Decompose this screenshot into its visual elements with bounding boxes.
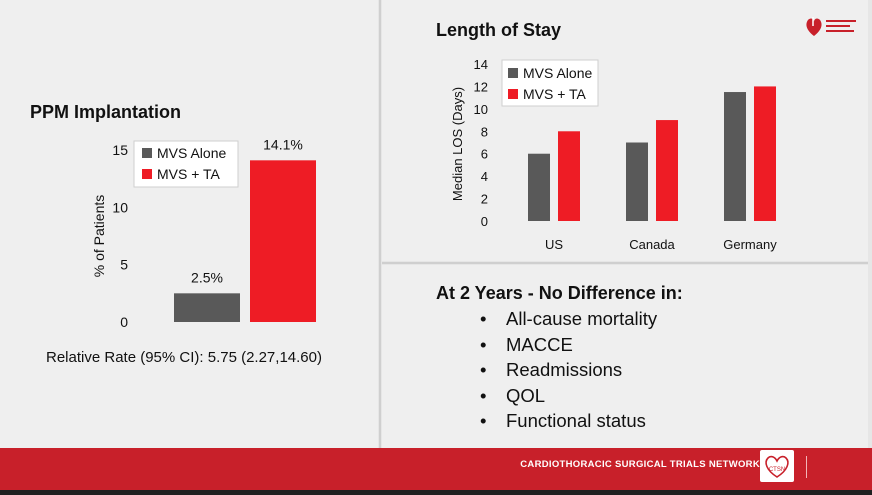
- los-bar: [528, 153, 550, 221]
- ctsn-logo: CTSN: [760, 450, 794, 482]
- ppm-data-labels: 2.5% 14.1%: [191, 136, 303, 285]
- los-legend-label: MVS + TA: [523, 86, 587, 102]
- no-difference-title: At 2 Years - No Difference in:: [436, 283, 683, 303]
- bullet-item: MACCE: [480, 332, 657, 358]
- ppm-legend-swatch: [142, 148, 152, 158]
- ppm-legend-swatch: [142, 169, 152, 179]
- ppm-legend: MVS Alone MVS + TA: [133, 140, 239, 188]
- los-legend: MVS Alone MVS + TA: [501, 59, 599, 107]
- los-y-tick-label: 12: [474, 79, 488, 94]
- los-bars: [528, 86, 776, 222]
- los-legend-swatch: [508, 68, 518, 78]
- ppm-y-tick-label: 0: [120, 314, 128, 330]
- los-category-label: Germany: [723, 237, 777, 252]
- ppm-bar: [174, 293, 240, 322]
- footer-separator: [806, 456, 807, 478]
- relative-rate-label: Relative Rate (95% CI): 5.75 (2.27,14.60…: [46, 349, 322, 366]
- bullet-item: Readmissions: [480, 357, 657, 383]
- ppm-y-tick-label: 10: [112, 199, 128, 215]
- footer-bar: CARDIOTHORACIC SURGICAL TRIALS NETWORK: [0, 448, 872, 490]
- los-y-tick-label: 4: [481, 169, 488, 184]
- los-bar: [558, 131, 580, 221]
- bullet-item: Functional status: [480, 408, 657, 434]
- american-heart-association-logo: [806, 17, 856, 36]
- los-bar: [724, 92, 746, 222]
- bullet-item: QOL: [480, 383, 657, 409]
- los-chart: Median LOS (Days) 0 2 4 6 8 10 12 14 US Canada Ge…: [450, 57, 777, 252]
- ppm-data-label: 14.1%: [263, 136, 303, 152]
- los-y-tick-label: 8: [481, 124, 488, 139]
- los-bar: [754, 86, 776, 221]
- los-y-tick-label: 0: [481, 214, 488, 229]
- ppm-legend-label: MVS + TA: [157, 166, 221, 182]
- ppm-y-ticks: 0 5 10 15: [112, 142, 128, 330]
- los-bar: [656, 120, 678, 221]
- los-panel: [382, 0, 868, 261]
- ppm-data-label: 2.5%: [191, 269, 223, 285]
- horizontal-divider: [382, 262, 868, 264]
- no-difference-list: All-cause mortality MACCE Readmissions Q…: [480, 306, 657, 434]
- ppm-bar: [250, 160, 316, 322]
- bottom-edge: [0, 490, 872, 495]
- footer-label: CARDIOTHORACIC SURGICAL TRIALS NETWORK: [520, 459, 760, 470]
- ppm-title: PPM Implantation: [30, 102, 182, 122]
- los-ylabel: Median LOS (Days): [450, 87, 465, 201]
- los-legend-swatch: [508, 89, 518, 99]
- los-y-ticks: 0 2 4 6 8 10 12 14: [474, 57, 488, 229]
- los-category-label: US: [545, 237, 563, 252]
- los-y-tick-label: 6: [481, 147, 488, 162]
- ppm-bars: [174, 160, 316, 322]
- los-category-label: Canada: [629, 237, 675, 252]
- ctsn-logo-text: CTSN: [769, 467, 785, 473]
- los-y-tick-label: 2: [481, 192, 488, 207]
- los-title: Length of Stay: [436, 20, 561, 40]
- ppm-y-tick-label: 15: [112, 142, 128, 158]
- los-y-tick-label: 10: [474, 102, 488, 117]
- los-y-tick-label: 14: [474, 57, 488, 72]
- los-legend-label: MVS Alone: [523, 65, 592, 81]
- vertical-divider: [379, 0, 381, 448]
- ppm-chart: % of Patients 0 5 10 15 2.5% 14.1% MVS Alone…: [91, 136, 316, 330]
- bullet-item: All-cause mortality: [480, 306, 657, 332]
- los-category-labels: US Canada Germany: [545, 237, 777, 252]
- ppm-y-tick-label: 5: [120, 257, 128, 273]
- ppm-legend-label: MVS Alone: [157, 145, 226, 161]
- los-bar: [626, 142, 648, 221]
- ppm-ylabel: % of Patients: [91, 195, 107, 278]
